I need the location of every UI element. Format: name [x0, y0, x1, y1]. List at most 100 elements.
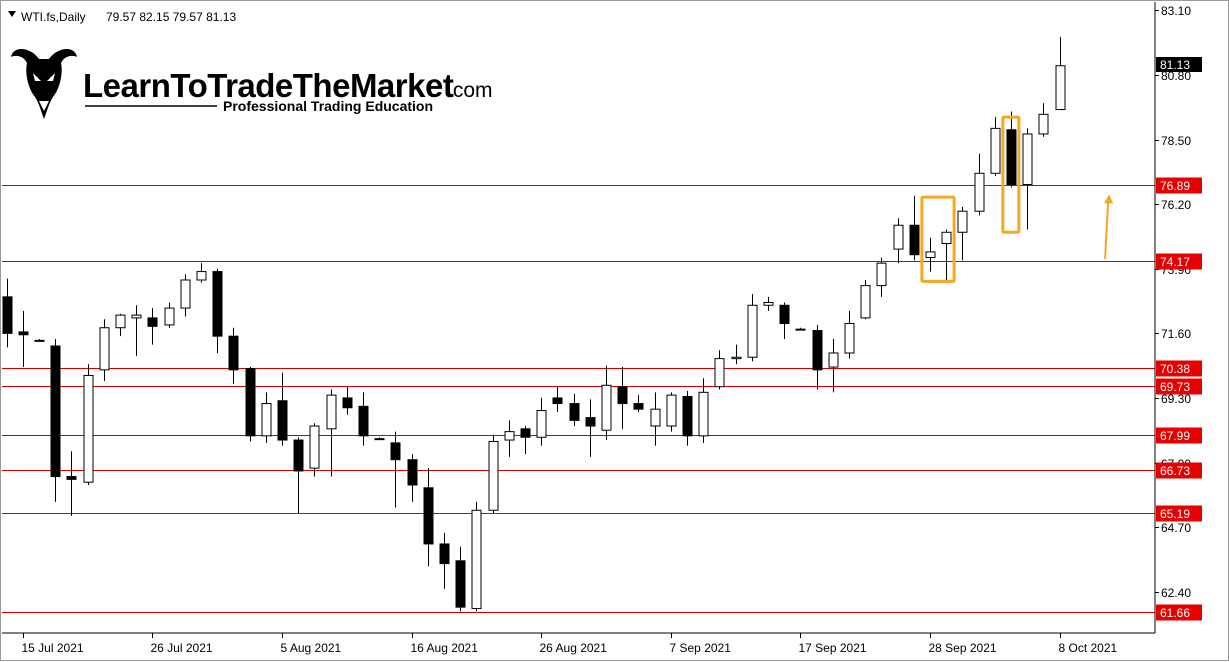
- bull-candle-body: [941, 231, 952, 244]
- bull-candle-body: [698, 391, 709, 437]
- bull-candle-body: [180, 279, 191, 309]
- bull-candle-body: [83, 374, 94, 483]
- candle: [342, 386, 353, 415]
- date-tick-label: 8 Oct 2021: [1059, 641, 1118, 655]
- candle: [893, 218, 904, 264]
- price-tick-label: 71.60: [1161, 327, 1191, 341]
- bull-candle-body: [1022, 133, 1033, 186]
- candle: [1006, 111, 1017, 188]
- candle: [909, 195, 920, 261]
- bull-candle-body: [34, 339, 45, 342]
- candle: [228, 327, 239, 384]
- level-label: 69.73: [1160, 380, 1190, 394]
- level-label-background: [1156, 177, 1202, 194]
- bear-candle-body: [909, 224, 920, 256]
- bull-candle-body: [666, 394, 677, 427]
- candle: [131, 305, 142, 356]
- level-label: 65.19: [1160, 507, 1190, 521]
- candle: [212, 268, 223, 354]
- date-tick-label: 26 Jul 2021: [151, 641, 213, 655]
- date-tick-label: 15 Jul 2021: [22, 641, 84, 655]
- candle: [245, 367, 256, 442]
- candle: [471, 501, 482, 612]
- bear-candle-body: [520, 428, 531, 438]
- candle: [2, 278, 13, 348]
- candle: [1038, 103, 1049, 137]
- date-axis: 15 Jul 2021 26 Jul 2021 5 Aug 2021 16 Aug 2…: [22, 633, 1118, 655]
- level-label: 66.73: [1160, 464, 1190, 478]
- level-label-background: [1156, 378, 1202, 395]
- bear-candle-body: [390, 442, 401, 461]
- candle: [277, 372, 288, 446]
- candle: [180, 274, 191, 317]
- candle: [261, 392, 272, 443]
- bull-candle-body: [99, 327, 110, 371]
- bear-candle-body: [617, 386, 628, 405]
- logo-tagline: Professional Trading Education: [223, 98, 433, 114]
- level-label-background: [1156, 253, 1202, 270]
- bull-candle-body: [488, 440, 499, 511]
- arrow-shaft: [1104, 202, 1110, 259]
- bull-candle-body: [326, 394, 337, 430]
- price-tick-label: 80.80: [1161, 69, 1191, 83]
- candle: [601, 365, 612, 441]
- candle: [164, 302, 175, 328]
- candle: [326, 389, 337, 477]
- candle: [18, 310, 29, 368]
- candle: [488, 434, 499, 514]
- candle: [828, 338, 839, 393]
- candle: [633, 395, 644, 412]
- bear-candle-body: [358, 405, 369, 437]
- bear-candle-body: [342, 397, 353, 409]
- chart-header[interactable]: WTI.fs,Daily 79.57 82.15 79.57 81.13: [8, 10, 236, 24]
- bear-candle-body: [1006, 129, 1017, 186]
- bear-candle-body: [423, 487, 434, 545]
- price-tick-label: 62.40: [1161, 586, 1191, 600]
- level-label: 74.17: [1160, 255, 1190, 269]
- candle: [617, 367, 628, 429]
- bear-candle-body: [66, 476, 77, 480]
- current-price-background: [1156, 57, 1202, 72]
- price-tick-label: 76.20: [1161, 198, 1191, 212]
- bear-candle-body: [18, 331, 29, 336]
- candle: [99, 319, 110, 382]
- bull-candle-body: [601, 384, 612, 431]
- bull-candle-body: [731, 356, 742, 360]
- date-tick-label: 5 Aug 2021: [281, 641, 342, 655]
- bull-candle-body: [164, 307, 175, 326]
- logo-wordmark: LearnToTradeTheMarket: [83, 67, 454, 104]
- bull-candle-body: [650, 408, 661, 427]
- candle: [196, 263, 207, 283]
- bear-candle-body: [2, 296, 13, 334]
- current-price-marker: 81.13: [1156, 57, 1202, 72]
- symbol-label: WTI.fs,Daily: [21, 10, 86, 24]
- price-tick-label: 83.10: [1161, 4, 1191, 18]
- bull-candle-body: [536, 410, 547, 438]
- bear-candle-body: [50, 345, 61, 478]
- bull-candle-body: [1055, 65, 1066, 111]
- candle: [455, 546, 466, 612]
- ohlc-values: 79.57 82.15 79.57 81.13: [106, 10, 236, 24]
- candle: [747, 294, 758, 362]
- bull-candle-body: [974, 172, 985, 212]
- candle: [650, 392, 661, 446]
- level-label: 70.38: [1160, 362, 1190, 376]
- candle: [974, 153, 985, 216]
- bear-candle-body: [407, 459, 418, 486]
- triangle-down-icon[interactable]: [8, 11, 16, 17]
- candle: [83, 364, 94, 485]
- price-tick-label: 69.30: [1161, 392, 1191, 406]
- arrow-head: [1104, 194, 1114, 204]
- candle: [779, 302, 790, 339]
- bull-candle-body: [747, 304, 758, 358]
- candle: [50, 338, 61, 502]
- bear-candle-body: [569, 403, 580, 421]
- candle: [666, 392, 677, 432]
- bear-candle-body: [212, 271, 223, 337]
- bear-candle-body: [779, 304, 790, 325]
- candle: [569, 393, 580, 427]
- level-label-background: [1156, 505, 1202, 522]
- bull-candle-body: [860, 285, 871, 319]
